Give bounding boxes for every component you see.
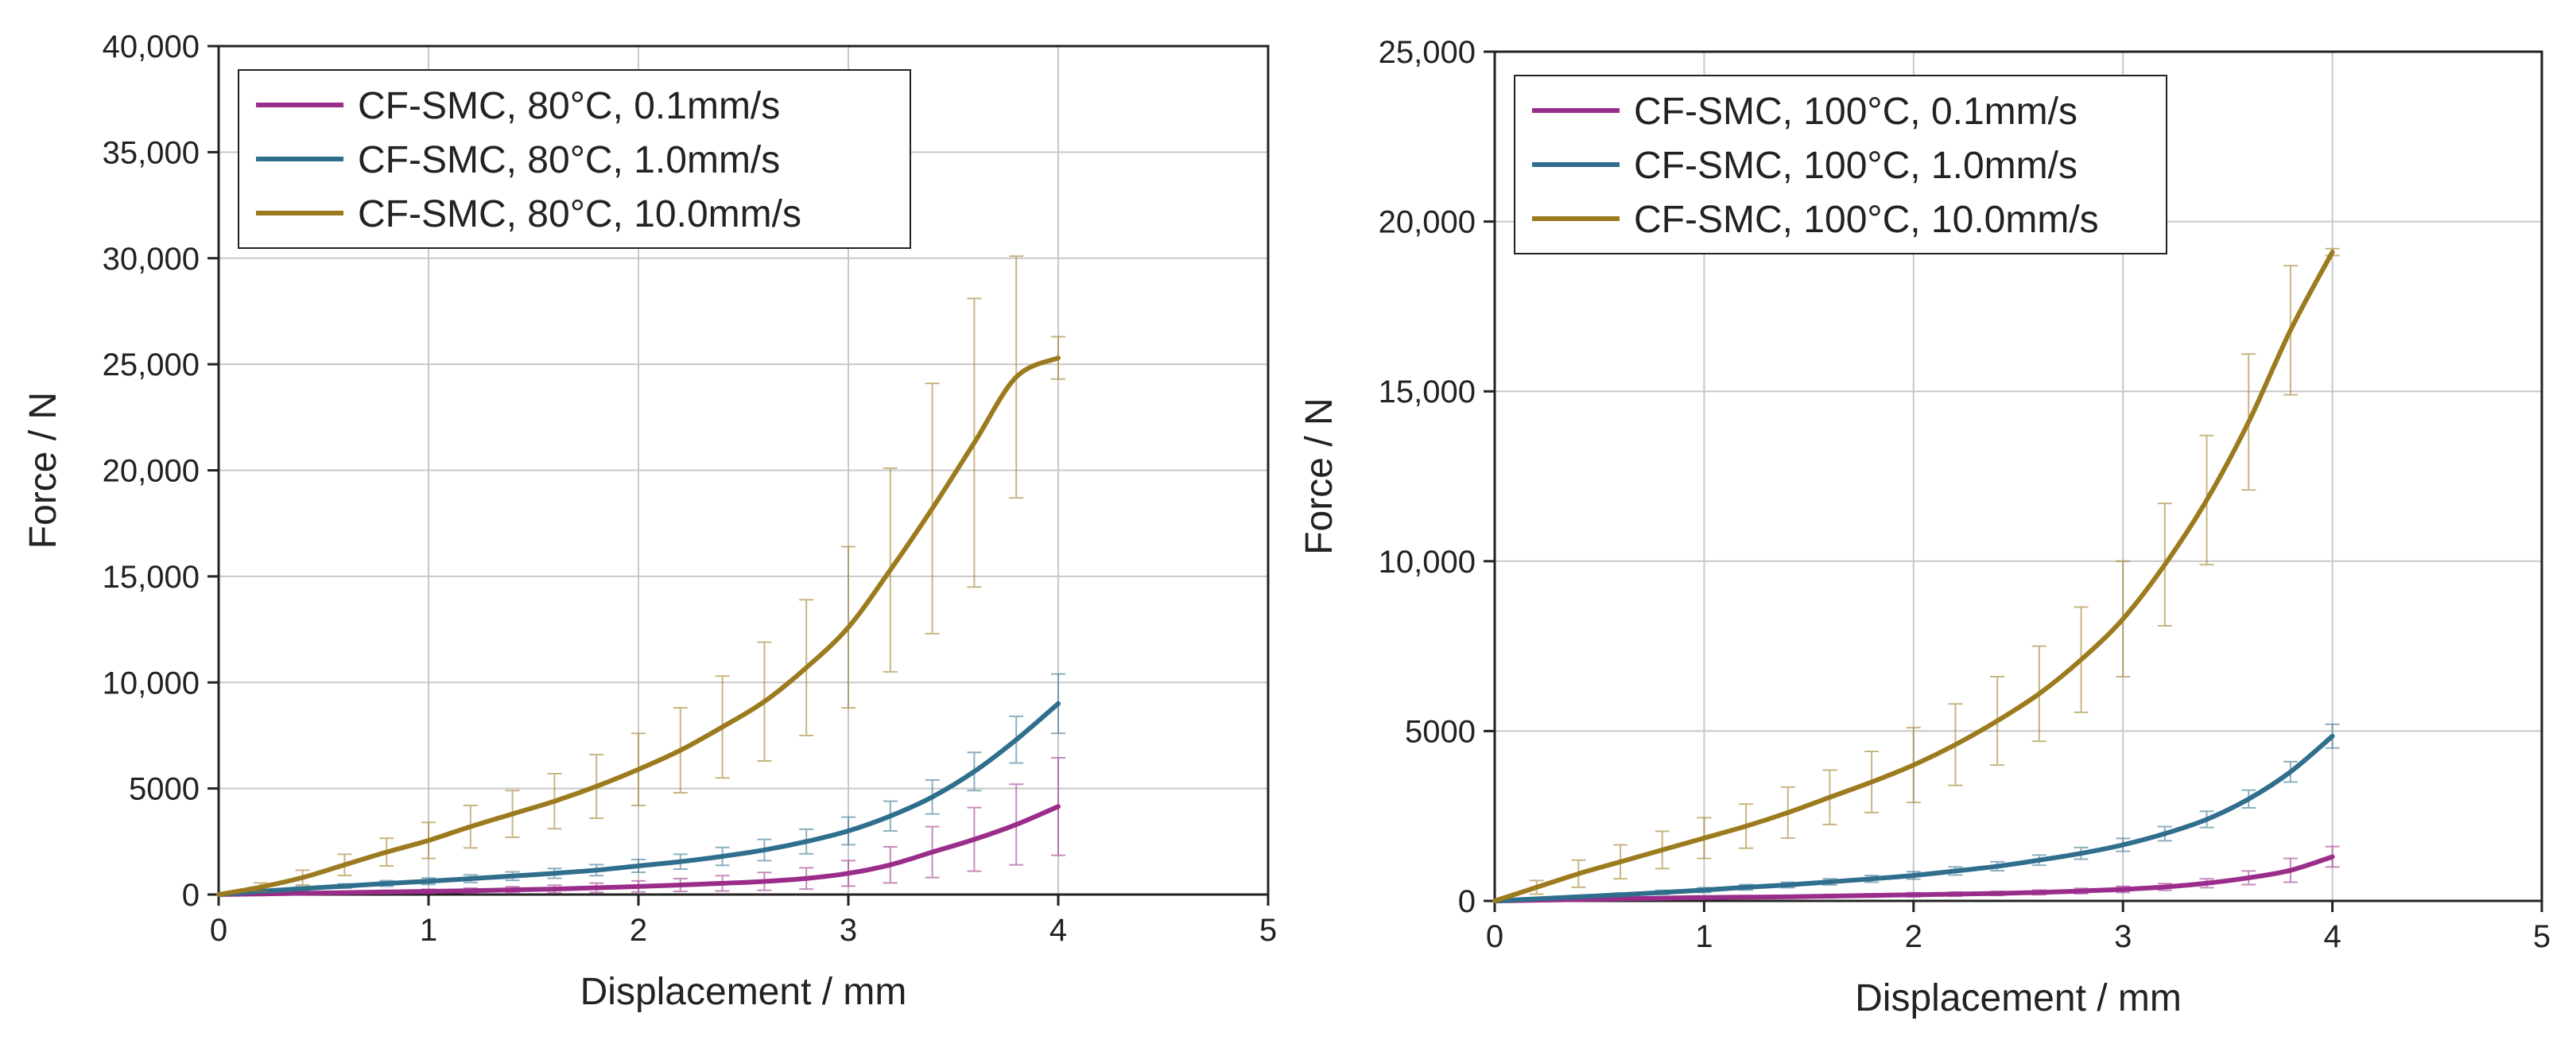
series-3 bbox=[1492, 247, 2340, 903]
series-line bbox=[216, 804, 1061, 897]
series-1 bbox=[216, 756, 1065, 897]
x-tick-label: 0 bbox=[210, 913, 227, 948]
x-tick-label: 0 bbox=[1486, 919, 1503, 954]
legend-label: CF-SMC, 100°C, 1.0mm/s bbox=[1634, 145, 2077, 187]
x-tick-label: 5 bbox=[1259, 913, 1277, 948]
legend-label: CF-SMC, 80°C, 10.0mm/s bbox=[358, 193, 801, 235]
x-tick-label: 3 bbox=[2114, 919, 2132, 954]
series-line bbox=[1492, 733, 2335, 903]
series-line bbox=[216, 701, 1061, 897]
chart-panel-80c: 0 1 2 3 4 5 0 5000 10,000 15,000 20,000 25,000 30,00… bbox=[22, 29, 1277, 1013]
series-2 bbox=[1492, 723, 2340, 903]
y-axis-label: Force / N bbox=[1298, 398, 1340, 554]
legend-box bbox=[1514, 75, 2167, 254]
y-tick-label: 40,000 bbox=[103, 29, 200, 64]
x-tick-label: 5 bbox=[2533, 919, 2551, 954]
y-tick-label: 10,000 bbox=[1379, 545, 1476, 580]
x-tick-label: 2 bbox=[1905, 919, 1922, 954]
legend-box bbox=[238, 69, 911, 249]
legend-label: CF-SMC, 100°C, 0.1mm/s bbox=[1634, 91, 2077, 133]
y-tick-label: 10,000 bbox=[103, 666, 200, 701]
x-tick-label: 3 bbox=[840, 913, 857, 948]
legend: CF-SMC, 100°C, 0.1mm/s CF-SMC, 100°C, 1.0… bbox=[1514, 75, 2167, 254]
chart-panel-100c: 0 1 2 3 4 5 0 5000 10,000 15,000 20,000 25,000 Displ… bbox=[1298, 35, 2551, 1019]
y-tick-label: 30,000 bbox=[103, 242, 200, 277]
y-tick-label: 20,000 bbox=[103, 454, 200, 489]
y-tick-label: 20,000 bbox=[1379, 205, 1476, 240]
series-1 bbox=[1492, 845, 2340, 903]
y-tick-label: 0 bbox=[182, 878, 200, 913]
x-axis-label: Displacement / mm bbox=[580, 971, 907, 1013]
series-2 bbox=[216, 673, 1065, 897]
legend-label: CF-SMC, 80°C, 1.0mm/s bbox=[358, 139, 780, 181]
x-tick-label: 1 bbox=[420, 913, 437, 948]
y-tick-label: 15,000 bbox=[103, 560, 200, 595]
series-3 bbox=[216, 255, 1065, 897]
x-tick-label: 4 bbox=[1049, 913, 1067, 948]
y-tick-label: 35,000 bbox=[103, 135, 200, 170]
legend-label: CF-SMC, 100°C, 10.0mm/s bbox=[1634, 199, 2099, 241]
y-axis-label: Force / N bbox=[22, 392, 64, 549]
x-axis-label: Displacement / mm bbox=[1855, 977, 2182, 1019]
plot-frame bbox=[1493, 50, 2543, 902]
x-tick-label: 2 bbox=[630, 913, 647, 948]
series-line bbox=[1492, 250, 2335, 903]
x-tick-label: 4 bbox=[2323, 919, 2341, 954]
y-tick-label: 5000 bbox=[1405, 714, 1476, 749]
legend-label: CF-SMC, 80°C, 0.1mm/s bbox=[358, 85, 780, 127]
y-tick-label: 15,000 bbox=[1379, 375, 1476, 409]
y-tick-label: 25,000 bbox=[103, 347, 200, 382]
y-tick-label: 0 bbox=[1458, 884, 1476, 919]
y-tick-label: 25,000 bbox=[1379, 35, 1476, 70]
legend: CF-SMC, 80°C, 0.1mm/s CF-SMC, 80°C, 1.0mm… bbox=[238, 69, 911, 249]
x-tick-label: 1 bbox=[1695, 919, 1713, 954]
y-tick-label: 5000 bbox=[129, 772, 200, 807]
series-line bbox=[216, 355, 1061, 897]
series-line bbox=[1492, 854, 2335, 903]
